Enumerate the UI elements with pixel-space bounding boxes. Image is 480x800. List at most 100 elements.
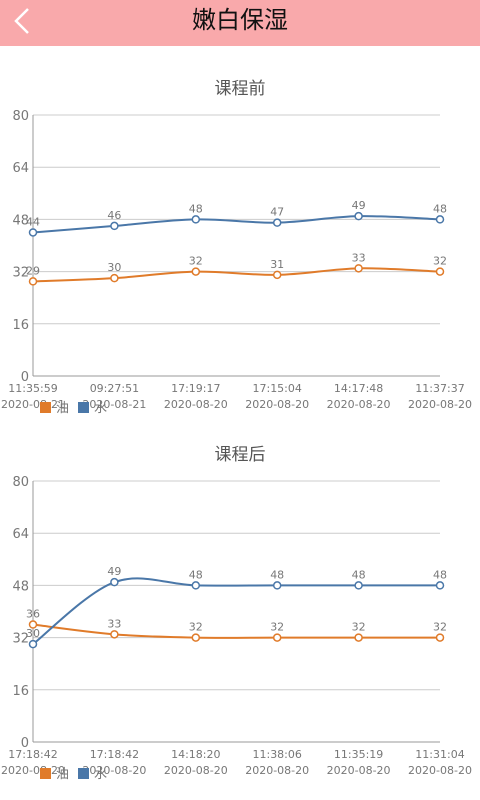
chart-title: 课程前 — [214, 79, 266, 99]
chart-before-course: 课程前 0 16 32 48 64 80 11:35:59 2020-08-21 09:27:5… — [0, 46, 480, 426]
x-tick-label: 11:37:37 — [415, 382, 464, 395]
data-point — [110, 630, 119, 639]
x-tick-label: 11:31:04 — [415, 748, 464, 761]
x-tick-date-label: 2020-08-20 — [408, 764, 472, 777]
data-label: 32 — [189, 621, 203, 634]
data-point — [272, 218, 282, 227]
data-point — [272, 633, 282, 642]
data-point — [191, 633, 201, 642]
legend-swatch — [78, 402, 89, 413]
x-tick-date-label: 2020-08-20 — [164, 764, 228, 777]
y-tick-label: 64 — [12, 161, 29, 176]
series-line — [32, 215, 441, 234]
y-tick-label: 16 — [12, 318, 29, 333]
x-tick-date-label: 2020-08-21 — [82, 398, 146, 411]
y-tick-label: 0 — [21, 370, 29, 385]
data-label: 30 — [26, 627, 40, 640]
data-point — [354, 633, 363, 642]
data-point — [272, 270, 282, 280]
x-tick-label: 11:38:06 — [252, 748, 301, 761]
legend-swatch — [40, 402, 51, 413]
x-tick-date-label: 2020-08-20 — [164, 398, 228, 411]
x-tick-label: 11:35:19 — [334, 748, 383, 761]
x-tick-label: 17:19:17 — [171, 382, 220, 395]
x-tick-date-label: 2020-08-20 — [245, 398, 309, 411]
chart-after-course: 课程后 0 16 32 48 64 80 17:18:42 2020-08-20 17:18:4… — [0, 426, 480, 800]
data-label: 33 — [107, 617, 121, 630]
line-chart-svg: 0 16 32 48 64 80 11:35:59 2020-08-21 09:27:51 202… — [1, 109, 472, 416]
data-point — [435, 633, 445, 642]
data-point — [354, 211, 363, 221]
y-tick-label: 32 — [12, 632, 29, 647]
legend-label: 油 — [56, 767, 69, 782]
x-tick-label: 17:18:42 — [90, 748, 139, 761]
data-label: 48 — [189, 568, 203, 581]
data-point — [191, 267, 201, 276]
series-line — [32, 267, 441, 283]
legend-label: 水 — [94, 401, 107, 416]
legend-swatch — [40, 768, 51, 779]
chart-title: 课程后 — [214, 445, 266, 465]
data-label: 36 — [26, 608, 40, 621]
data-label: 29 — [26, 264, 40, 277]
x-tick-date-label: 2020-08-20 — [82, 764, 146, 777]
data-label: 47 — [270, 206, 284, 219]
data-label: 44 — [26, 215, 40, 228]
data-label: 32 — [433, 621, 447, 634]
data-label: 32 — [352, 621, 366, 634]
x-tick-date-label: 2020-08-20 — [327, 398, 391, 411]
data-label: 49 — [107, 565, 121, 578]
data-point — [435, 215, 445, 224]
x-tick-date-label: 2020-08-20 — [327, 764, 391, 777]
y-tick-label: 48 — [12, 579, 29, 594]
data-point — [28, 620, 38, 629]
data-label: 49 — [352, 199, 366, 212]
chevron-left-icon — [14, 8, 29, 34]
data-label: 48 — [352, 568, 366, 581]
x-tick-date-label: 2020-08-20 — [245, 764, 309, 777]
x-tick-label: 17:15:04 — [252, 382, 301, 395]
y-tick-label: 32 — [12, 266, 29, 281]
data-label: 48 — [433, 202, 447, 215]
data-label: 32 — [433, 255, 447, 268]
series-line — [32, 623, 440, 639]
y-tick-label: 64 — [12, 527, 29, 542]
data-point — [191, 581, 201, 590]
data-label: 31 — [270, 258, 284, 271]
data-point — [435, 581, 445, 590]
data-point — [354, 581, 363, 590]
x-tick-date-label: 2020-08-20 — [408, 398, 472, 411]
data-label: 46 — [107, 209, 121, 222]
y-tick-label: 16 — [12, 684, 29, 699]
data-label: 48 — [433, 568, 447, 581]
series-line — [32, 577, 441, 645]
data-label: 30 — [107, 261, 121, 274]
data-point — [110, 221, 119, 231]
y-tick-label: 0 — [21, 736, 29, 751]
header-bar: 嫩白保湿 — [0, 0, 480, 46]
data-label: 48 — [189, 202, 203, 215]
y-tick-label: 80 — [12, 109, 29, 124]
data-point — [435, 267, 445, 276]
data-label: 32 — [270, 621, 284, 634]
data-label: 33 — [352, 251, 366, 264]
data-point — [354, 264, 363, 273]
legend-swatch — [78, 768, 89, 779]
y-tick-label: 80 — [12, 475, 29, 490]
data-point — [28, 277, 38, 286]
x-tick-label: 14:18:20 — [171, 748, 220, 761]
x-tick-label: 17:18:42 — [8, 748, 57, 761]
legend-label: 油 — [56, 401, 69, 416]
y-tick-label: 48 — [12, 213, 29, 228]
data-point — [191, 215, 201, 224]
line-chart-svg: 0 16 32 48 64 80 17:18:42 2020-08-20 17:18:42 202… — [1, 475, 472, 782]
data-point — [28, 639, 38, 649]
data-point — [110, 273, 119, 283]
data-point — [272, 581, 282, 590]
data-label: 32 — [189, 255, 203, 268]
x-tick-label: 14:17:48 — [334, 382, 383, 395]
back-button[interactable] — [0, 0, 44, 46]
data-label: 48 — [270, 568, 284, 581]
data-point — [110, 577, 119, 587]
x-tick-label: 11:35:59 — [8, 382, 57, 395]
